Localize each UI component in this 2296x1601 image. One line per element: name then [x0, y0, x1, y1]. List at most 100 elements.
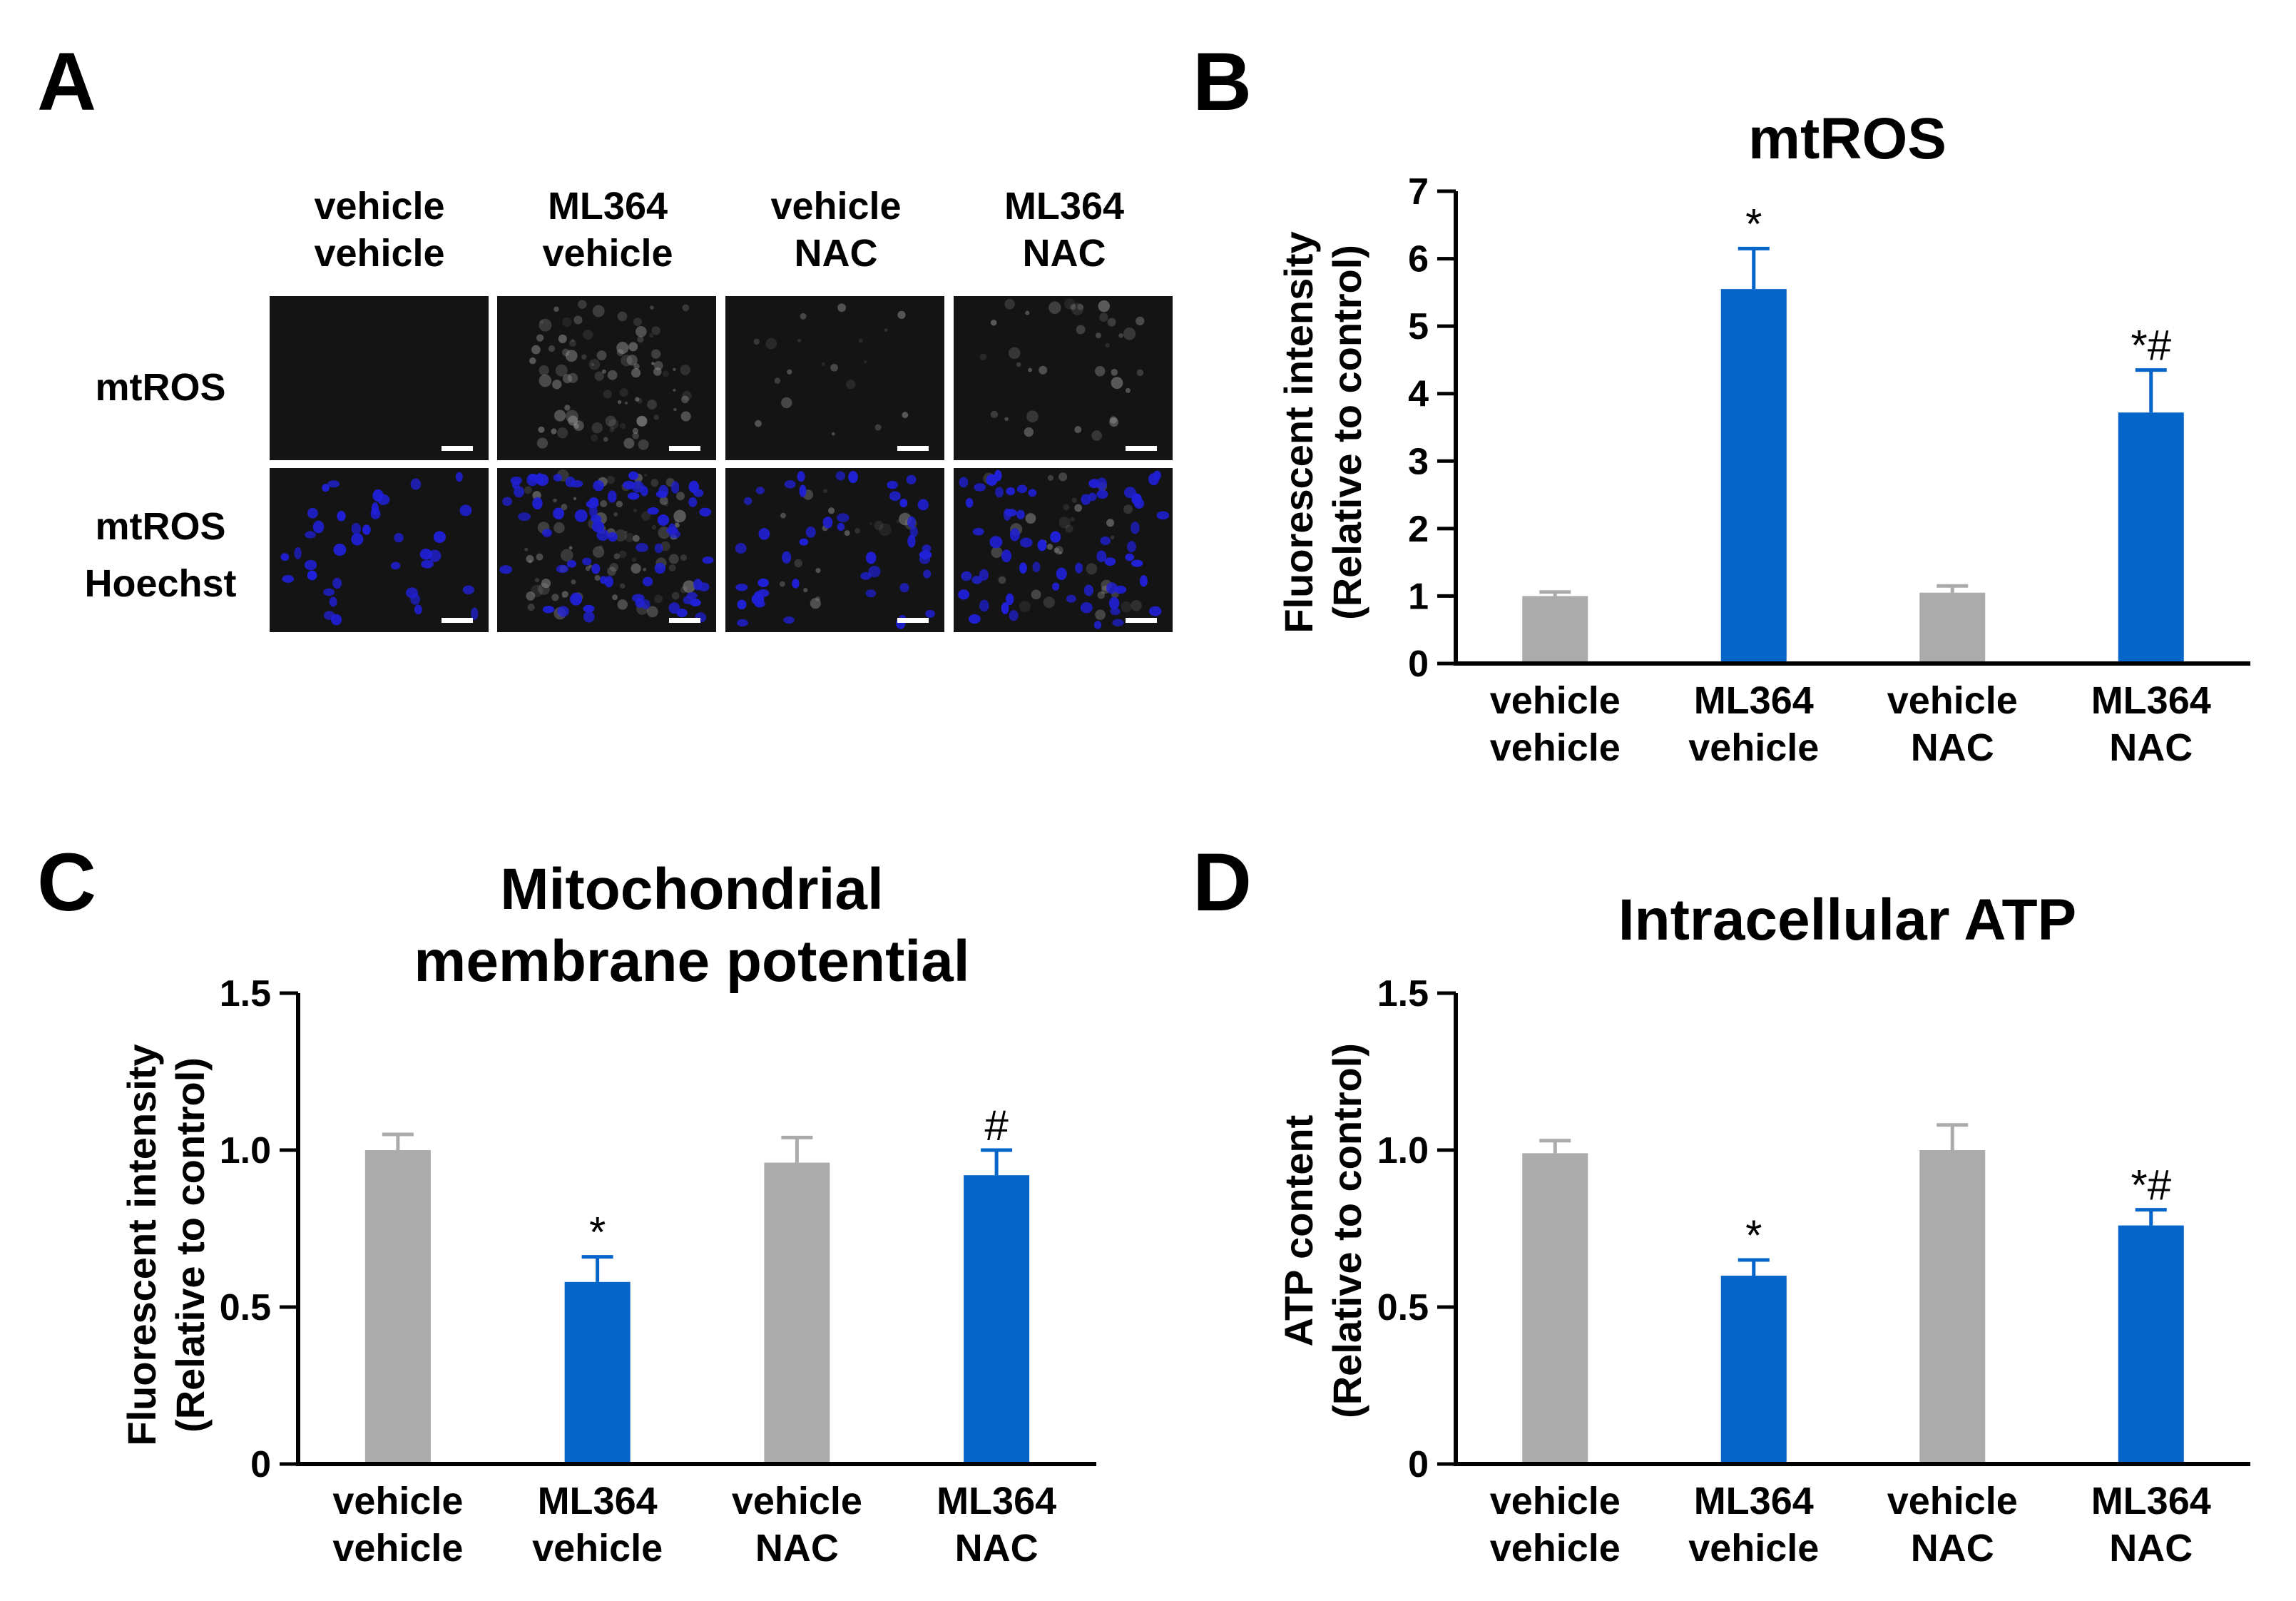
mtros-signal-spot	[616, 500, 623, 508]
mtros-signal-spot	[650, 479, 659, 487]
mtros-signal-spot	[1118, 333, 1123, 338]
hoechst-nucleus	[922, 544, 932, 553]
hoechst-nucleus	[1096, 550, 1107, 562]
column-label-line2: vehicle	[314, 232, 445, 275]
mtros-signal-spot	[846, 380, 856, 390]
y-tick-label: 0	[1408, 644, 1429, 685]
mtros-signal-spot	[774, 377, 781, 384]
hoechst-nucleus	[1088, 479, 1101, 489]
x-tick-label: vehicle	[1887, 1480, 2018, 1523]
x-tick-label: vehicle	[1887, 679, 2018, 722]
significance-marker: *#	[2131, 1162, 2171, 1209]
mtros-signal-spot	[1024, 427, 1034, 437]
hoechst-nucleus	[635, 598, 645, 609]
mtros-signal-spot	[1019, 601, 1031, 613]
y-tick-label: 1.0	[220, 1130, 271, 1171]
mtros-signal-spot	[568, 372, 578, 383]
micrograph-image	[280, 472, 479, 626]
mtros-signal-spot	[1058, 472, 1068, 482]
hoechst-nucleus	[972, 528, 984, 536]
mtros-signal-spot	[626, 355, 638, 366]
mtros-signal-spot	[864, 360, 867, 364]
mtros-signal-spot	[1107, 317, 1116, 327]
y-tick-label: 1.5	[220, 973, 271, 1015]
scale-bar	[669, 446, 700, 451]
mtros-signal-spot	[599, 544, 603, 549]
hoechst-nucleus	[589, 505, 598, 518]
hoechst-nucleus	[737, 599, 747, 610]
hoechst-nucleus	[557, 606, 569, 617]
bar	[1522, 1153, 1588, 1464]
hoechst-nucleus	[583, 604, 595, 613]
hoechst-nucleus	[1075, 562, 1083, 574]
row-label-line2: Hoechst	[84, 562, 237, 605]
x-tick-label: vehicle	[1490, 1527, 1621, 1570]
hoechst-nucleus	[1009, 528, 1020, 542]
hoechst-nucleus	[735, 584, 748, 591]
hoechst-nucleus	[583, 611, 595, 623]
hoechst-nucleus	[305, 531, 316, 539]
mtros-signal-spot	[636, 415, 648, 427]
mtros-signal-spot	[998, 576, 1006, 584]
micrograph-tile	[497, 296, 716, 460]
hoechst-nucleus	[1093, 621, 1102, 629]
mtros-signal-spot	[607, 566, 616, 576]
mtros-signal-spot	[1076, 325, 1086, 335]
mtros-signal-spot	[1097, 591, 1106, 599]
mtros-signal-spot	[603, 437, 608, 442]
hoechst-nucleus	[1056, 567, 1067, 581]
micrograph-image	[958, 469, 1170, 629]
mtros-signal-spot	[1095, 609, 1106, 621]
hoechst-nucleus	[676, 609, 688, 618]
mtros-signal-spot	[1101, 591, 1105, 595]
mtros-signal-spot	[1136, 369, 1144, 377]
mtros-signal-spot	[815, 596, 821, 601]
hoechst-nucleus	[865, 552, 877, 564]
mtros-signal-spot	[588, 564, 592, 568]
mtros-signal-spot	[673, 407, 677, 412]
mtros-signal-spot	[780, 512, 786, 519]
mtros-signal-spot	[538, 426, 545, 433]
mtros-signal-spot	[753, 338, 760, 345]
hoechst-nucleus	[986, 474, 998, 487]
column-label-line2: NAC	[1022, 232, 1106, 275]
mtros-signal-spot	[619, 388, 628, 397]
mtros-signal-spot	[624, 530, 628, 534]
hoechst-nucleus	[899, 583, 909, 593]
hoechst-nucleus	[421, 559, 434, 569]
hoechst-nucleus	[735, 543, 747, 554]
x-tick-label: vehicle	[532, 1527, 663, 1570]
mtros-signal-spot	[794, 559, 802, 568]
mtros-signal-spot	[539, 374, 552, 387]
hoechst-nucleus	[322, 484, 330, 492]
column-label-line1: vehicle	[770, 185, 902, 228]
mtros-signal-spot	[531, 345, 541, 355]
mtros-signal-spot	[618, 550, 627, 559]
hoechst-nucleus	[526, 473, 539, 487]
mtros-signal-spot	[539, 320, 544, 325]
mtros-signal-spot	[529, 559, 532, 563]
panel-letter-d: D	[1193, 837, 1252, 928]
mtros-signal-spot	[1026, 410, 1039, 423]
mtros-signal-spot	[526, 591, 536, 601]
hoechst-nucleus	[1066, 594, 1076, 603]
mtros-signal-spot	[1070, 303, 1076, 310]
mtros-signal-spot	[560, 549, 573, 562]
x-tick-label: vehicle	[332, 1480, 463, 1523]
mtros-signal-spot	[581, 354, 587, 360]
mtros-signal-spot	[592, 305, 605, 317]
x-tick-label: vehicle	[1490, 679, 1621, 722]
mtros-signal-spot	[631, 563, 641, 574]
mtros-signal-spot	[680, 586, 688, 594]
x-tick-label: ML364	[1694, 679, 1814, 722]
hoechst-nucleus	[312, 520, 325, 534]
column-label-1: vehicle vehicle	[265, 183, 494, 277]
hoechst-nucleus	[553, 507, 564, 520]
mtros-signal-spot	[647, 400, 658, 410]
mtros-signal-spot	[539, 318, 552, 332]
hoechst-nucleus	[608, 490, 617, 503]
mtros-signal-spot	[675, 492, 685, 501]
significance-marker: *	[589, 1209, 606, 1256]
mtros-signal-spot	[1074, 504, 1082, 512]
hoechst-nucleus	[333, 543, 347, 556]
